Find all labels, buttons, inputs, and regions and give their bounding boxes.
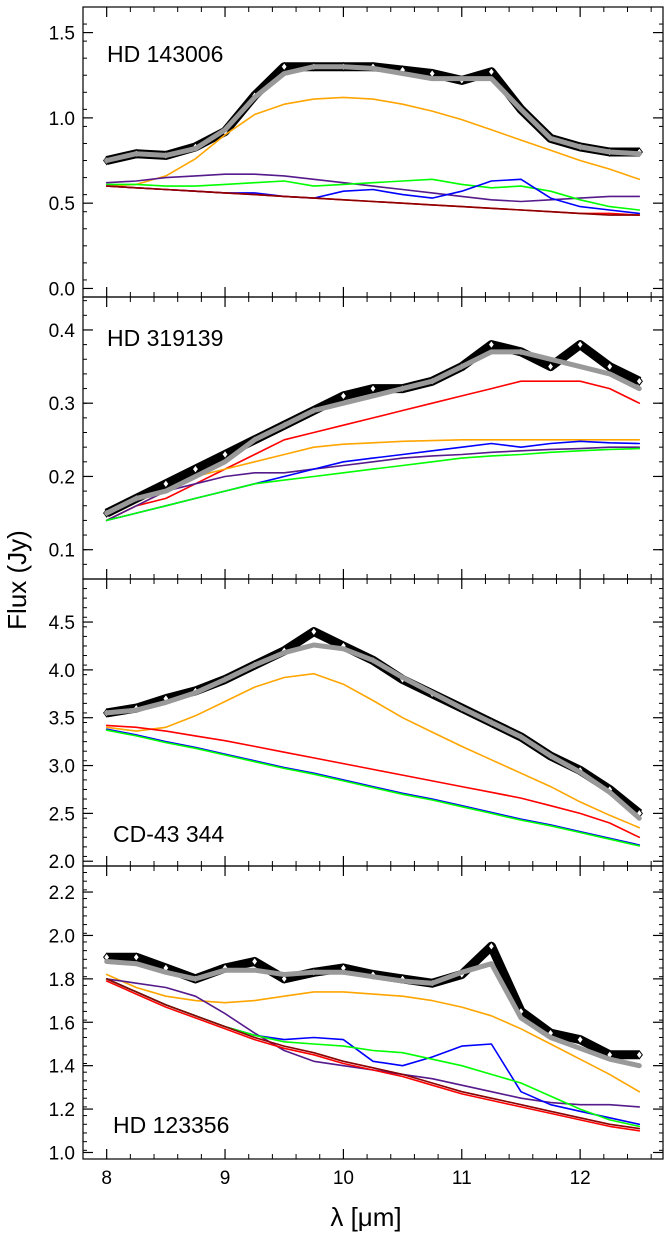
series-line-dark-red — [105, 978, 641, 1130]
y-tick-label: 1.0 — [49, 109, 75, 130]
y-tick-label: 3.0 — [49, 757, 75, 778]
plot-area — [103, 339, 643, 522]
y-tick-label: 3.5 — [49, 709, 75, 730]
observed-point — [339, 391, 348, 401]
observed-point — [310, 626, 318, 637]
series-line-red — [105, 724, 641, 839]
panel-frame — [82, 865, 664, 1160]
y-tick-label: 0.0 — [49, 279, 75, 300]
series-line-green — [105, 178, 641, 211]
observed-point — [191, 464, 200, 474]
y-tick-label: 4.5 — [49, 613, 75, 634]
series-line-model-fit — [104, 642, 642, 821]
observed-point — [546, 361, 555, 372]
y-axis-title: Flux (Jy) — [2, 530, 32, 630]
panels-layer: 0.0 0.5 1.0 1.5 HD 143006 0.1 0.2 0.3 0.4 HD 3191… — [49, 6, 664, 1164]
observed-point — [606, 361, 614, 372]
x-axis: 8 9 10 11 12 — [101, 1168, 590, 1189]
y-tick-label: 4.0 — [49, 661, 75, 682]
observed-point — [162, 478, 170, 489]
series-line-orange — [105, 96, 641, 187]
series-line-purple — [105, 446, 641, 522]
y-tick-label: 1.2 — [49, 1100, 75, 1121]
y-tick-label: 0.4 — [49, 321, 76, 342]
y-tick-label: 0.5 — [49, 194, 75, 215]
x-tick-label: 8 — [101, 1168, 112, 1189]
y-tick-label: 2.0 — [49, 852, 75, 873]
series-line-blue — [105, 178, 641, 215]
plot-area — [103, 941, 643, 1132]
observed-point — [280, 61, 288, 72]
series-line-green — [105, 978, 641, 1128]
panel-label: HD 319139 — [107, 325, 223, 351]
series-line-model-fit — [104, 959, 642, 1069]
y-tick-label: 0.2 — [49, 467, 75, 488]
panel-3: 2.0 2.5 3.0 3.5 4.0 4.5 CD-43 344 — [49, 578, 664, 873]
observed-point — [251, 956, 259, 967]
plot-area — [103, 61, 643, 216]
observed-point — [576, 1034, 584, 1045]
y-tick-label: 1.0 — [49, 1143, 75, 1164]
observed-point — [487, 941, 495, 952]
y-tick-label: 1.6 — [49, 1013, 75, 1034]
y-tick-label: 1.5 — [49, 24, 75, 45]
panel-label: HD 143006 — [107, 41, 223, 67]
x-tick-label: 11 — [452, 1168, 472, 1189]
series-line-model-fit — [104, 64, 642, 163]
series-line-blue — [105, 728, 641, 846]
panel-4: 1.0 1.2 1.4 1.6 1.8 2.0 2.2 HD 123356 — [49, 865, 664, 1164]
observed-point — [487, 339, 495, 350]
observed-point — [635, 376, 643, 387]
y-tick-label: 1.4 — [49, 1057, 76, 1078]
series-line-green — [105, 729, 641, 847]
panel-1: 0.0 0.5 1.0 1.5 HD 143006 — [49, 6, 664, 300]
observed-point — [576, 339, 584, 350]
series-line-orange — [105, 973, 641, 1093]
observed-point — [487, 66, 495, 77]
y-tick-label: 1.8 — [49, 970, 75, 991]
observed-point — [635, 1049, 643, 1060]
x-tick-label: 10 — [333, 1168, 354, 1189]
plot-area — [103, 626, 643, 847]
x-tick-label: 9 — [220, 1168, 231, 1189]
observed-point — [221, 449, 229, 460]
y-tick-label: 0.3 — [49, 394, 75, 415]
observed-spectrum — [105, 62, 640, 165]
y-tick-label: 2.0 — [49, 926, 75, 947]
panel-2: 0.1 0.2 0.3 0.4 HD 319139 — [49, 296, 664, 580]
series-line-dark-red — [105, 185, 641, 216]
observed-point — [369, 383, 377, 394]
y-tick-label: 2.2 — [49, 883, 75, 904]
series-line-green — [105, 447, 641, 522]
series-line-red — [105, 980, 641, 1132]
panel-label: HD 123356 — [113, 1112, 229, 1138]
observed-point — [132, 952, 140, 962]
y-tick-label: 2.5 — [49, 804, 75, 825]
series-line-orange — [105, 672, 641, 829]
series-line-red — [105, 380, 641, 522]
series-line-purple — [105, 173, 641, 203]
series-line-model-fit — [104, 349, 642, 516]
x-axis-title: λ [μm] — [330, 1202, 401, 1232]
panel-label: CD-43 344 — [113, 821, 224, 847]
x-tick-label: 12 — [570, 1168, 591, 1189]
y-tick-label: 0.1 — [49, 541, 75, 562]
